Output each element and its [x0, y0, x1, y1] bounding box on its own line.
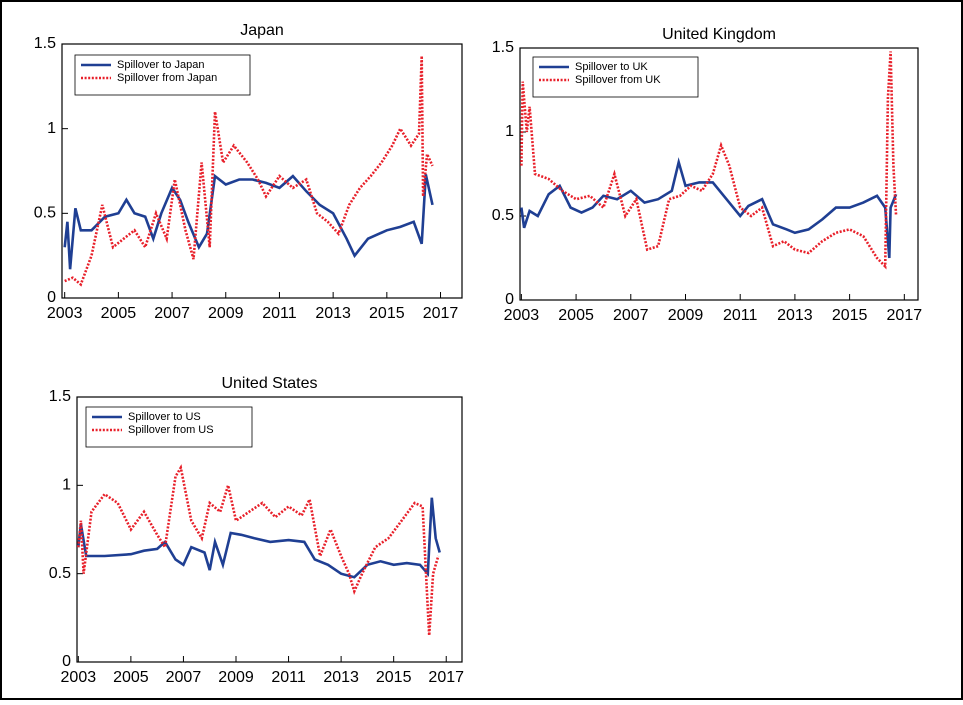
x-tick-label: 2009: [208, 305, 244, 322]
x-tick-label: 2007: [613, 307, 649, 324]
x-tick-label: 2005: [101, 305, 137, 322]
x-tick-label: 2005: [558, 307, 594, 324]
x-tick-label: 2007: [154, 305, 190, 322]
x-tick-label: 2011: [271, 669, 306, 686]
chart-title: Japan: [240, 22, 284, 39]
x-tick-label: 2017: [887, 307, 923, 324]
legend-box: [74, 54, 251, 96]
x-tick-label: 2009: [668, 307, 704, 324]
y-tick-label: 0: [505, 291, 514, 308]
legend-label: Spillover to Japan: [117, 59, 204, 71]
series-line: [64, 55, 434, 287]
x-tick-label: 2007: [166, 669, 202, 686]
legend-box: [532, 56, 699, 98]
x-tick-label: 2009: [218, 669, 254, 686]
x-tick-label: 2017: [428, 669, 464, 686]
y-tick-label: 1: [47, 120, 56, 137]
x-tick-label: 2013: [323, 669, 359, 686]
x-tick-label: 2015: [832, 307, 868, 324]
y-tick-label: 0.5: [492, 207, 514, 224]
x-tick-label: 2015: [369, 305, 405, 322]
legend-box: [85, 406, 253, 448]
x-tick-label: 2013: [777, 307, 813, 324]
y-tick-label: 1.5: [49, 388, 71, 405]
plot-area: [61, 43, 463, 299]
legend-label: Spillover from Japan: [117, 72, 217, 84]
x-tick-label: 2013: [315, 305, 351, 322]
x-tick-label: 2005: [113, 669, 149, 686]
series-line: [77, 497, 441, 579]
y-tick-label: 1.5: [34, 35, 56, 52]
x-tick-label: 2011: [262, 305, 297, 322]
x-tick-label: 2015: [376, 669, 412, 686]
x-tick-label: 2017: [423, 305, 459, 322]
chart-title: United States: [221, 375, 317, 392]
series-line: [520, 157, 898, 259]
series-line: [77, 464, 440, 636]
plot-area: [76, 396, 463, 663]
y-tick-label: 1: [62, 477, 71, 494]
legend-label: Spillover to UK: [575, 61, 648, 73]
y-tick-label: 1.5: [492, 39, 514, 56]
legend-label: Spillover from US: [128, 424, 214, 436]
series-line: [520, 51, 898, 270]
x-tick-label: 2003: [504, 307, 540, 324]
y-tick-label: 0.5: [49, 565, 71, 582]
x-tick-label: 2003: [47, 305, 83, 322]
x-tick-label: 2011: [723, 307, 758, 324]
plot-area: [519, 47, 919, 301]
chart-title: United Kingdom: [662, 26, 776, 43]
y-tick-label: 0: [47, 289, 56, 306]
legend-label: Spillover from UK: [575, 74, 661, 86]
y-tick-label: 0: [62, 653, 71, 670]
legend-label: Spillover to US: [128, 411, 201, 423]
x-tick-label: 2003: [61, 669, 97, 686]
y-tick-label: 1: [505, 123, 514, 140]
series-line: [63, 173, 434, 270]
y-tick-label: 0.5: [34, 205, 56, 222]
